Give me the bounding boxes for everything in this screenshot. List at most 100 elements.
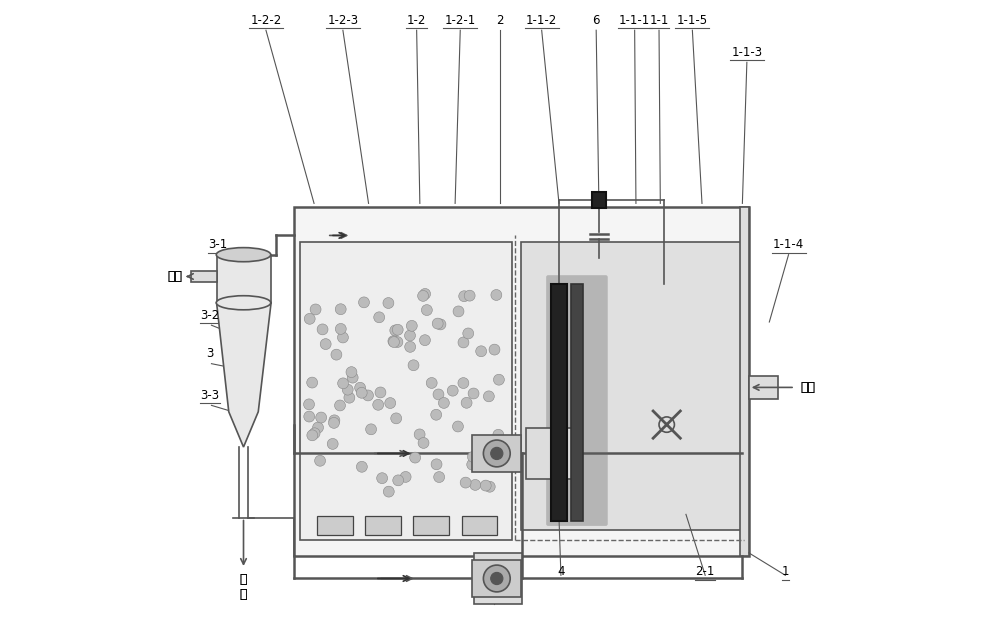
Bar (317, 516, 353, 535)
FancyBboxPatch shape (546, 275, 608, 526)
Circle shape (329, 417, 339, 428)
Circle shape (315, 455, 326, 466)
Text: 1-1: 1-1 (649, 14, 669, 27)
Text: 5: 5 (490, 565, 497, 578)
Circle shape (418, 437, 429, 448)
Circle shape (309, 428, 320, 439)
Text: 3: 3 (206, 348, 214, 361)
Text: 进水: 进水 (800, 381, 815, 394)
Circle shape (374, 312, 385, 323)
Text: 4: 4 (557, 565, 565, 578)
Circle shape (304, 399, 314, 410)
Circle shape (491, 290, 502, 301)
Circle shape (460, 477, 471, 488)
Circle shape (392, 325, 403, 335)
Circle shape (331, 349, 342, 360)
Circle shape (327, 439, 338, 450)
Bar (740, 207, 749, 556)
Circle shape (458, 377, 469, 388)
Circle shape (338, 378, 349, 389)
Ellipse shape (216, 248, 271, 261)
Circle shape (476, 346, 487, 357)
Circle shape (491, 448, 503, 460)
Bar (294, 207, 749, 556)
Text: 排
泥: 排 泥 (240, 573, 247, 601)
Circle shape (392, 337, 403, 348)
Circle shape (346, 366, 357, 377)
Circle shape (335, 304, 346, 315)
Circle shape (388, 336, 399, 346)
Circle shape (335, 323, 346, 334)
Circle shape (421, 305, 432, 316)
Circle shape (383, 298, 394, 308)
Circle shape (480, 445, 491, 456)
Circle shape (447, 385, 458, 396)
Circle shape (310, 304, 321, 315)
Text: 1-2-2: 1-2-2 (250, 14, 282, 27)
Text: 1-2-1: 1-2-1 (445, 14, 476, 27)
Circle shape (366, 424, 377, 435)
Bar (551, 283, 567, 521)
Circle shape (307, 377, 318, 388)
Circle shape (420, 289, 431, 299)
Circle shape (418, 290, 429, 301)
Circle shape (434, 471, 445, 482)
Circle shape (316, 412, 327, 423)
Circle shape (484, 481, 495, 492)
Circle shape (383, 486, 394, 497)
Circle shape (356, 461, 367, 472)
Circle shape (359, 297, 369, 308)
Bar (474, 553, 522, 604)
Circle shape (344, 392, 355, 403)
Circle shape (335, 400, 345, 411)
Text: 1-1-1: 1-1-1 (619, 14, 650, 27)
Circle shape (431, 459, 442, 469)
Text: 1: 1 (782, 565, 789, 578)
Circle shape (493, 374, 504, 385)
Circle shape (491, 573, 503, 585)
Polygon shape (217, 303, 271, 447)
Bar (526, 428, 574, 479)
Circle shape (463, 328, 474, 339)
Circle shape (400, 471, 411, 482)
Circle shape (347, 372, 358, 383)
Circle shape (438, 397, 449, 408)
Circle shape (337, 332, 348, 343)
Circle shape (426, 377, 437, 388)
Bar (191, 270, 217, 282)
Bar (300, 242, 512, 540)
Circle shape (468, 388, 479, 399)
Circle shape (480, 480, 491, 491)
Circle shape (356, 387, 367, 398)
Circle shape (432, 318, 443, 329)
Bar (749, 376, 778, 399)
Text: 进水: 进水 (800, 381, 815, 394)
Circle shape (461, 397, 472, 408)
Circle shape (470, 479, 481, 490)
Circle shape (483, 440, 510, 467)
Bar (462, 516, 497, 535)
Text: 1-1-3: 1-1-3 (731, 46, 762, 59)
Circle shape (375, 387, 386, 398)
Circle shape (489, 344, 500, 355)
Bar (592, 193, 606, 208)
Circle shape (377, 473, 388, 484)
Text: 1-1-5: 1-1-5 (677, 14, 708, 27)
Circle shape (464, 290, 475, 301)
Circle shape (406, 321, 417, 331)
Circle shape (304, 411, 315, 422)
Circle shape (496, 436, 507, 447)
Circle shape (433, 389, 444, 400)
Text: 3-3: 3-3 (201, 389, 220, 402)
Circle shape (431, 410, 442, 420)
Circle shape (459, 290, 470, 301)
Circle shape (410, 452, 421, 463)
Circle shape (483, 565, 510, 592)
Circle shape (483, 391, 494, 402)
Circle shape (480, 459, 491, 469)
Circle shape (355, 383, 366, 393)
Bar (365, 516, 401, 535)
Circle shape (390, 325, 401, 336)
Circle shape (313, 422, 323, 433)
Circle shape (468, 451, 478, 462)
